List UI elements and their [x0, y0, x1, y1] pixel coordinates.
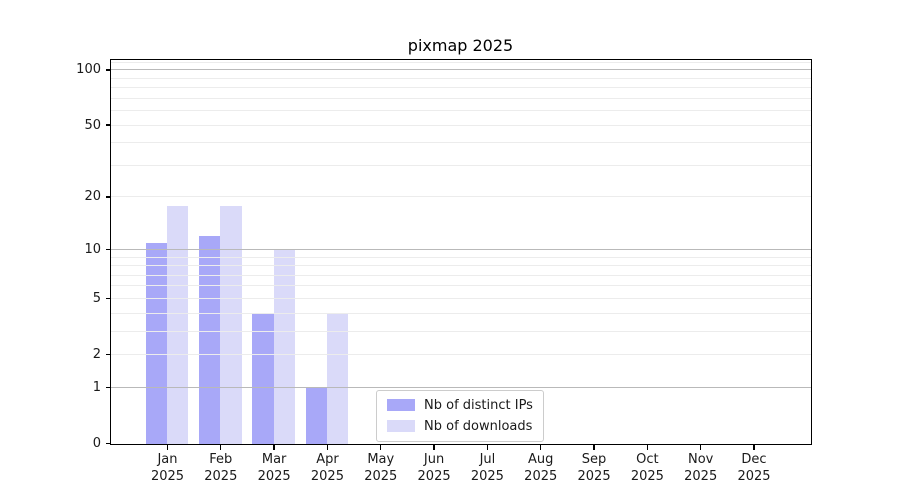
x-tick-mark: [273, 445, 275, 450]
gridline-minor: [111, 312, 811, 314]
chart-title: pixmap 2025: [407, 36, 514, 55]
x-tick-label: Aug 2025: [524, 451, 558, 484]
x-tick-mark: [699, 445, 702, 450]
gridline-major: [111, 386, 811, 388]
y-tick-label: 2: [92, 347, 101, 363]
y-tick-mark: [105, 442, 110, 445]
x-tick-mark: [380, 445, 382, 450]
gridline-minor: [111, 297, 811, 299]
legend-label-distinct-ips: Nb of distinct IPs: [424, 397, 533, 413]
x-tick-label: Apr 2025: [310, 451, 344, 484]
x-tick-label: Jun 2025: [417, 451, 451, 484]
y-tick-mark: [105, 196, 110, 198]
y-tick-label: 0: [92, 436, 101, 451]
bar-ips-jan: [145, 242, 167, 444]
gridline-minor: [111, 97, 811, 99]
x-tick-label: Jan 2025: [150, 451, 185, 484]
legend-entry-downloads: Nb of downloads: [387, 419, 533, 434]
x-tick-label: Sep 2025: [577, 451, 611, 484]
x-tick-mark: [593, 445, 595, 450]
bar-downloads-feb: [220, 205, 242, 444]
legend-label-downloads: Nb of downloads: [424, 418, 533, 434]
x-tick-label: Jul 2025: [470, 451, 504, 484]
y-tick-label: 1: [92, 379, 101, 395]
gridline-minor: [111, 124, 811, 126]
x-tick-mark: [753, 445, 755, 450]
gridline-minor: [111, 330, 811, 332]
x-tick-label: Nov 2025: [684, 451, 718, 484]
gridline-minor: [111, 110, 811, 112]
y-tick-label: 20: [84, 189, 101, 205]
x-tick-mark: [220, 445, 222, 450]
legend-swatch-distinct-ips: [387, 399, 415, 411]
x-tick-label: May 2025: [364, 451, 398, 484]
gridline-minor: [111, 87, 811, 89]
gridline-minor: [111, 256, 811, 258]
y-tick-mark: [105, 124, 110, 126]
gridline-minor: [111, 274, 811, 276]
x-tick-mark: [433, 445, 435, 450]
y-tick-mark: [105, 297, 110, 300]
bar-downloads-mar: [273, 249, 295, 444]
y-tick-label: 5: [92, 290, 101, 306]
gridline-minor: [111, 164, 811, 166]
y-tick-label: 50: [84, 117, 101, 133]
x-tick-label: Dec 2025: [737, 451, 771, 484]
y-tick-mark: [105, 353, 110, 356]
legend: Nb of distinct IPs Nb of downloads: [376, 389, 544, 442]
x-tick-mark: [540, 445, 542, 450]
x-tick-label: Feb 2025: [204, 451, 238, 484]
gridline-minor: [111, 265, 811, 267]
gridline-major: [111, 69, 811, 71]
bar-downloads-jan: [166, 205, 189, 444]
gridline-major: [111, 248, 811, 250]
gridline-minor: [111, 196, 811, 198]
gridline-minor: [111, 61, 811, 63]
gridline-minor: [111, 354, 811, 356]
bar-downloads-apr: [326, 313, 349, 444]
bar-ips-apr: [305, 387, 327, 444]
legend-entry-distinct-ips: Nb of distinct IPs: [387, 398, 533, 413]
x-tick-label: Mar 2025: [257, 451, 291, 484]
gridline-minor: [111, 77, 811, 79]
x-tick-mark: [326, 445, 329, 450]
gridline-minor: [111, 142, 811, 144]
x-tick-mark: [486, 445, 489, 450]
y-tick-label: 10: [84, 241, 101, 257]
plot-area: Nb of distinct IPs Nb of downloads: [110, 58, 812, 445]
y-tick-mark: [105, 248, 110, 251]
legend-swatch-downloads: [387, 420, 415, 432]
gridline-minor: [111, 285, 811, 287]
x-tick-mark: [646, 445, 649, 450]
y-tick-mark: [105, 69, 110, 71]
bar-ips-mar: [252, 313, 274, 444]
x-tick-mark: [166, 445, 169, 450]
x-tick-label: Oct 2025: [630, 451, 664, 484]
bar-ips-feb: [198, 236, 221, 444]
y-tick-mark: [105, 386, 110, 389]
y-tick-label: 100: [76, 62, 101, 78]
